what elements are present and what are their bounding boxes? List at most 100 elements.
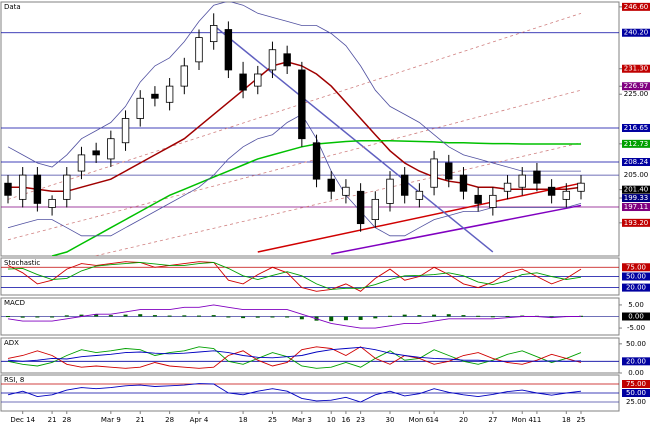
tick-label-box (622, 28, 650, 37)
y-tick-label: 50.00 (626, 389, 646, 397)
panel-frame (0, 1, 620, 257)
histogram-bar (329, 316, 334, 322)
x-tick-label: Dec 14 (10, 416, 35, 424)
candle-body (92, 150, 100, 156)
tick-label-box (622, 194, 650, 203)
panel (1, 2, 619, 256)
y-tick-label: 20.00 (626, 357, 646, 365)
candle-body (415, 190, 424, 200)
panel-title: Stochastic (4, 259, 40, 267)
panel-title: RSI, 8 (4, 376, 24, 384)
trendline (331, 204, 582, 255)
y-tick-label: 0.00 (628, 313, 644, 321)
y-tick-label: -5.00 (627, 324, 645, 332)
series-line (7, 383, 582, 403)
y-tick-label: 0.00 (628, 369, 644, 377)
histogram-bar (255, 316, 260, 318)
histogram-bar (549, 316, 554, 318)
candle-body (474, 194, 482, 204)
candle-body (33, 174, 42, 204)
series-line (7, 304, 581, 329)
x-tick-label: 25 (577, 416, 586, 424)
series-line (7, 2, 581, 172)
candle-body (386, 178, 394, 204)
candle-body (151, 93, 159, 99)
y-tick-label: 5.00 (628, 301, 644, 309)
tick-label-box (622, 158, 650, 167)
histogram-bar (64, 315, 69, 317)
histogram-bar (50, 316, 55, 318)
y-tick-label: 20.00 (626, 284, 646, 292)
tick-label-box (622, 272, 650, 281)
candle-body (547, 186, 556, 196)
series-line (7, 261, 582, 290)
histogram-bar (197, 315, 201, 317)
x-tick-label: 27 (488, 416, 497, 424)
y-tick-label: 205.00 (624, 171, 649, 179)
y-tick-label: 193.20 (624, 219, 649, 227)
candle-body (312, 142, 321, 180)
candle-body (577, 182, 585, 192)
trendline (93, 142, 582, 256)
candle-body (489, 194, 497, 208)
candle-body (4, 182, 12, 196)
histogram-bar (123, 314, 128, 317)
candle-body (400, 174, 409, 196)
x-tick-label: 18 (239, 416, 248, 424)
y-tick-label: 216.65 (624, 124, 649, 132)
trendline (7, 12, 582, 200)
tick-label-box (622, 218, 650, 227)
candle-body (63, 174, 71, 200)
candle-body (195, 37, 203, 63)
candle-body (445, 162, 453, 180)
y-tick-label: 197.11 (624, 203, 649, 211)
x-tick-label: 23 (356, 416, 365, 424)
tick-label-box (622, 123, 650, 132)
panel (1, 304, 619, 329)
x-tick-label: 21 (136, 416, 145, 424)
x-tick-label: 10 (327, 416, 336, 424)
x-tick-label: 30 (386, 416, 395, 424)
trendline (257, 182, 582, 253)
x-tick-label: 18 (562, 416, 571, 424)
panel-title: Data (4, 3, 21, 11)
histogram-bar (417, 315, 422, 317)
trendline (7, 89, 582, 241)
x-tick-label: 20 (459, 416, 468, 424)
candle-body (371, 198, 380, 220)
panel-title: MACD (4, 299, 25, 307)
y-tick-label: 199.33 (624, 194, 649, 202)
series-line (7, 261, 582, 292)
candle-body (356, 190, 365, 225)
candle-body (165, 85, 174, 103)
histogram-bar (241, 316, 246, 319)
panel-title: ADX (4, 339, 19, 347)
candle-body (209, 25, 218, 43)
y-tick-label: 246.60 (624, 3, 649, 11)
candle-body (268, 49, 277, 71)
histogram-bar (388, 315, 392, 317)
y-tick-label: 75.00 (626, 263, 646, 271)
y-tick-label: 240.20 (624, 29, 649, 37)
x-tick-label: 28 (165, 416, 174, 424)
histogram-bar (270, 316, 275, 318)
histogram-bar (226, 316, 231, 318)
histogram-bar (476, 315, 481, 317)
x-tick-label: Mon 6 (409, 416, 431, 424)
x-tick-label: Mar 3 (292, 416, 312, 424)
histogram-bar (285, 316, 290, 318)
x-tick-label: Mar 9 (101, 416, 121, 424)
y-tick-label: 75.00 (626, 380, 646, 388)
histogram-bar (182, 315, 187, 317)
candle-body (239, 73, 247, 91)
histogram-bar (461, 315, 466, 317)
y-tick-label: 226.97 (624, 82, 649, 90)
tick-label-box (622, 82, 650, 91)
series-line (7, 346, 582, 369)
candle-body (342, 186, 350, 196)
candle-body (18, 174, 27, 200)
candle-body (107, 138, 115, 160)
y-tick-label: 50.00 (626, 340, 646, 348)
histogram-bar (446, 314, 451, 317)
